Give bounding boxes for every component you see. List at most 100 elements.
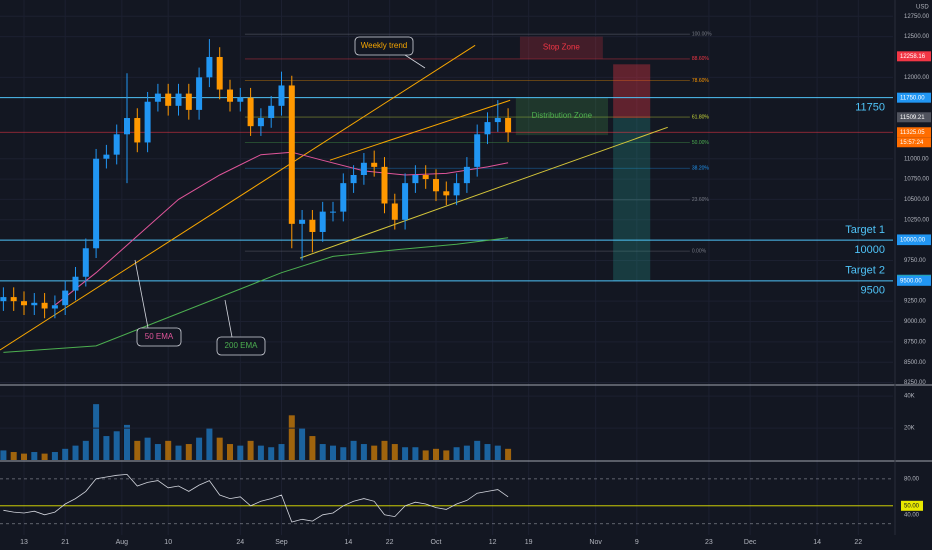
price-label-box [897,127,931,138]
volume-bar [216,437,223,460]
callout-text: 50 EMA [145,332,174,341]
x-tick-label: 12 [489,539,497,546]
volume-bar [20,453,27,460]
volume-bar [185,444,192,460]
volume-bar [381,440,388,460]
candle-body [154,93,161,102]
volume-bar [237,445,244,460]
volume-bar [443,450,450,460]
x-tick-label: 22 [854,539,862,546]
volume-bar [505,448,512,460]
fib-label: 50.00% [692,140,710,146]
volume-tick-label: 20K [904,426,915,432]
rsi-tick-label: 80.00 [904,476,920,482]
candle-body [278,85,285,106]
rsi-tick-label: 50.00 [904,503,920,509]
candle-body [453,183,460,196]
y-tick-label: 8500.00 [904,360,926,366]
price-label-box [897,51,931,62]
position-stop [613,64,651,119]
volume-bar [62,448,69,460]
fib-label: 38.20% [692,166,710,172]
candle-body [31,302,38,306]
countdown: 15:57:24 [900,140,924,146]
y-tick-label: 8750.00 [904,339,926,345]
volume-bar [340,447,347,460]
volume-bar [329,445,336,460]
candle-body [237,97,244,102]
volume-bar [134,440,141,460]
candle-body [463,166,470,184]
callout-box [354,36,414,56]
level-label: 11750 [855,102,885,114]
candle-body [402,183,409,220]
volume-bar [206,428,213,460]
volume-bar [247,440,254,460]
candle-body [134,118,141,143]
y-tick-label: 9000.00 [904,319,926,325]
price-label-box [897,275,931,286]
trendline [329,99,511,161]
candle-body [299,219,306,224]
candle-body [288,85,295,224]
candle-body [185,93,192,110]
y-tick-label: 12000.00 [904,75,930,81]
volume-bar [113,431,120,460]
volume-bar [0,450,7,460]
price-label: 9500.00 [900,278,922,284]
candle-body [10,297,17,302]
volume-bar [453,447,460,460]
candle-body [226,89,233,102]
y-tick-label: 8250.00 [904,380,926,386]
volume-bar [51,452,58,460]
volume-bar [10,452,17,460]
candle-body [216,56,223,90]
volume-tick-label: 40K [904,394,915,400]
price-label-box [897,112,931,123]
price-label: 11325.05 [900,130,925,136]
candle-body [371,162,378,167]
candle-body [360,162,367,175]
fib-label: 61.80% [692,114,710,120]
candle-body [412,175,419,184]
x-tick-label: 14 [813,539,821,546]
volume-bar [494,445,501,460]
volume-bar [484,444,491,460]
x-tick-label: 13 [20,539,28,546]
level-label: 10000 [854,244,885,256]
y-tick-label: 10250.00 [904,217,930,223]
volume-bar [82,440,89,460]
candle-body [113,134,120,155]
volume-bar [175,445,182,460]
candle-body [340,183,347,212]
price-label: 10000.00 [900,238,926,244]
candle-body [422,175,429,180]
fib-label: 88.60% [692,56,710,62]
x-tick-label: Oct [431,539,442,546]
candle-body [103,154,110,159]
volume-bar [309,436,316,460]
rsi-tick-label: 40.00 [904,512,920,518]
candle-body [196,77,203,110]
candle-body [381,166,388,204]
callout-text: Weekly trend [361,41,408,50]
fib-label: 78.60% [692,78,710,84]
candle-body [257,118,264,127]
volume-bar [360,444,367,460]
candle-body [474,134,481,167]
level-name: Target 2 [845,265,885,277]
price-label: 11750.00 [900,95,925,101]
volume-bar [463,445,470,460]
volume-bar [299,428,306,460]
candle-body [432,179,439,192]
y-tick-label: 9750.00 [904,258,926,264]
trendline [299,126,668,259]
volume-bar [103,436,110,460]
candle-body [505,118,512,133]
callout-pointer [134,259,149,329]
callout-pointer [224,299,233,338]
candle-body [62,290,69,306]
fib-label: 100.00% [692,32,712,38]
